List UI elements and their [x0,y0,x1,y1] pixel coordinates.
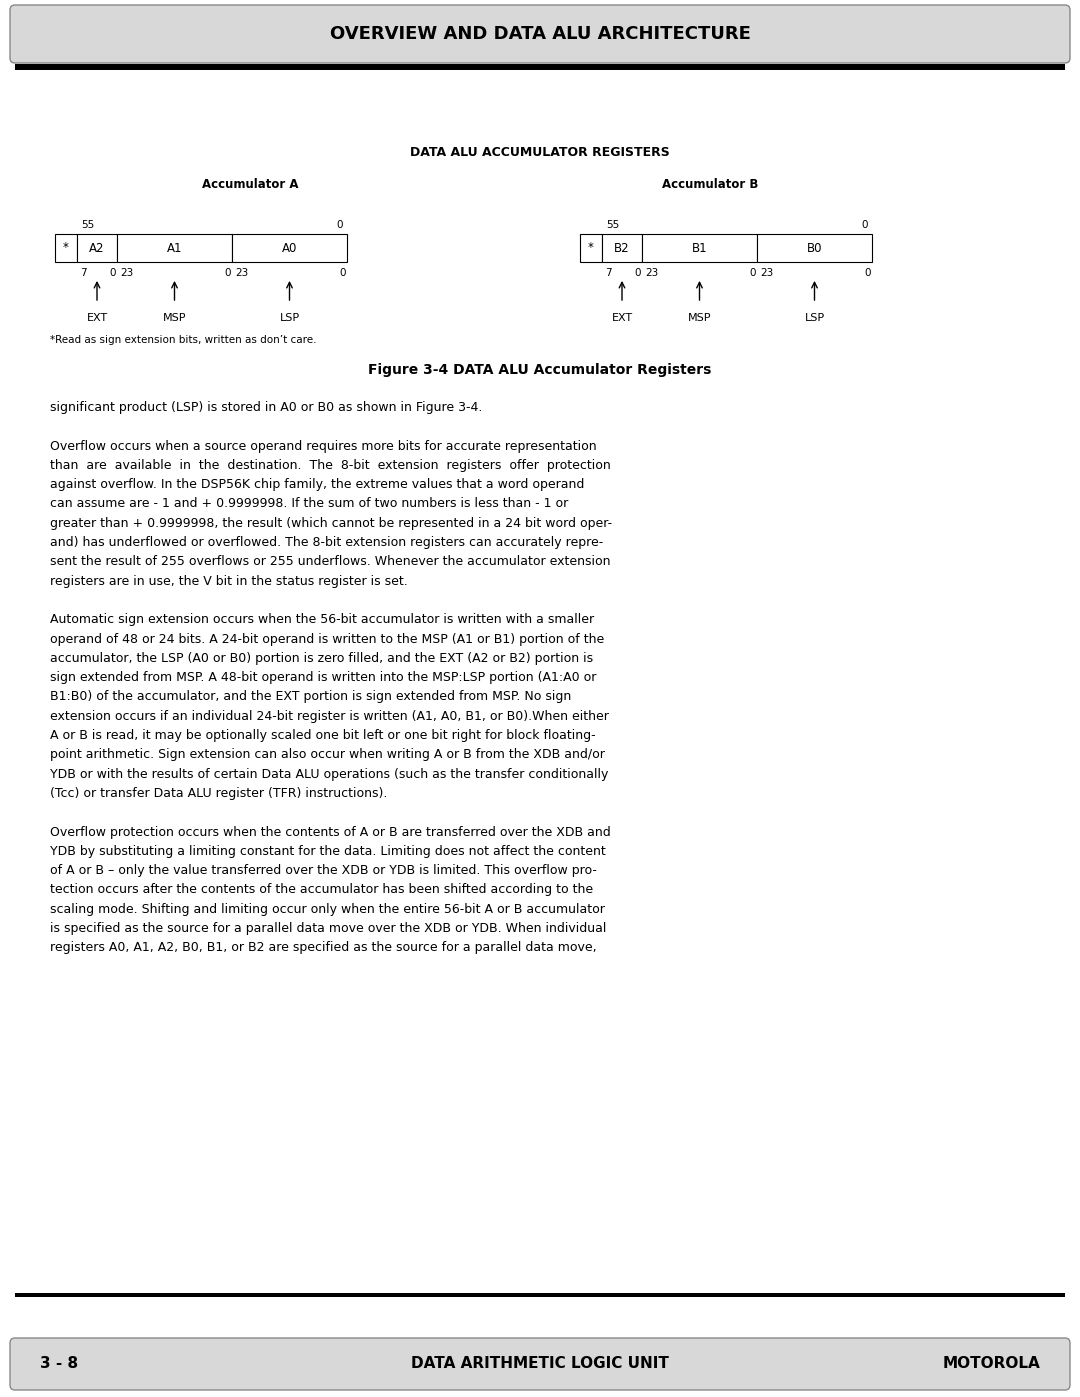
Bar [55,235,77,263]
Text: 0: 0 [339,268,346,278]
Text: registers A0, A1, A2, B0, B1, or B2 are specified as the source for a parallel d: registers A0, A1, A2, B0, B1, or B2 are … [50,942,596,954]
Text: sent the result of 255 overflows or 255 underflows. Whenever the accumulator ext: sent the result of 255 overflows or 255 … [50,556,610,569]
Bar [580,235,602,263]
Text: 0: 0 [225,268,231,278]
Text: *Read as sign extension bits, written as don’t care.: *Read as sign extension bits, written as… [50,335,316,345]
Text: YDB by substituting a limiting constant for the data. Limiting does not affect t: YDB by substituting a limiting constant … [50,845,606,858]
Text: A0: A0 [282,242,297,254]
Text: operand of 48 or 24 bits. A 24-bit operand is written to the MSP (A1 or B1) port: operand of 48 or 24 bits. A 24-bit opera… [50,633,604,645]
Text: B2: B2 [615,242,630,254]
Text: 0: 0 [109,268,116,278]
Text: sign extended from MSP. A 48-bit operand is written into the MSP:LSP portion (A1: sign extended from MSP. A 48-bit operand… [50,671,596,685]
Text: (Tcc) or transfer Data ALU register (TFR) instructions).: (Tcc) or transfer Data ALU register (TFR… [50,787,388,800]
Text: point arithmetic. Sign extension can also occur when writing A or B from the XDB: point arithmetic. Sign extension can als… [50,749,605,761]
Text: *: * [63,242,69,254]
Text: MSP: MSP [688,313,712,323]
Text: 7: 7 [605,268,611,278]
Text: 23: 23 [760,268,773,278]
Text: YDB or with the results of certain Data ALU operations (such as the transfer con: YDB or with the results of certain Data … [50,768,608,781]
Text: B0: B0 [807,242,822,254]
Text: 55: 55 [81,219,94,231]
Text: can assume are - 1 and + 0.9999998. If the sum of two numbers is less than - 1 o: can assume are - 1 and + 0.9999998. If t… [50,497,568,510]
Text: DATA ARITHMETIC LOGIC UNIT: DATA ARITHMETIC LOGIC UNIT [411,1356,669,1372]
Text: registers are in use, the V bit in the status register is set.: registers are in use, the V bit in the s… [50,574,408,588]
Bar [15,64,1065,70]
Text: Figure 3-4 DATA ALU Accumulator Registers: Figure 3-4 DATA ALU Accumulator Register… [368,363,712,377]
Text: accumulator, the LSP (A0 or B0) portion is zero filled, and the EXT (A2 or B2) p: accumulator, the LSP (A0 or B0) portion … [50,652,593,665]
Text: Automatic sign extension occurs when the 56-bit accumulator is written with a sm: Automatic sign extension occurs when the… [50,613,594,626]
Text: of A or B – only the value transferred over the XDB or YDB is limited. This over: of A or B – only the value transferred o… [50,865,597,877]
Text: significant product (LSP) is stored in A0 or B0 as shown in Figure 3-4.: significant product (LSP) is stored in A… [50,401,483,414]
Bar [77,235,117,263]
Text: EXT: EXT [86,313,108,323]
Text: LSP: LSP [280,313,299,323]
FancyBboxPatch shape [10,6,1070,63]
Text: tection occurs after the contents of the accumulator has been shifted according : tection occurs after the contents of the… [50,883,593,897]
Text: 55: 55 [606,219,619,231]
Text: LSP: LSP [805,313,824,323]
Text: MOTOROLA: MOTOROLA [942,1356,1040,1372]
Text: A1: A1 [166,242,183,254]
Bar [602,235,642,263]
Text: MSP: MSP [163,313,186,323]
Text: DATA ALU ACCUMULATOR REGISTERS: DATA ALU ACCUMULATOR REGISTERS [410,145,670,158]
Text: *: * [589,242,594,254]
Text: Accumulator A: Accumulator A [202,177,298,190]
Text: Overflow occurs when a source operand requires more bits for accurate representa: Overflow occurs when a source operand re… [50,440,596,453]
Text: A2: A2 [90,242,105,254]
Text: 0: 0 [337,219,343,231]
Text: 0: 0 [862,219,868,231]
FancyBboxPatch shape [10,1338,1070,1390]
Text: 0: 0 [635,268,642,278]
Text: A or B is read, it may be optionally scaled one bit left or one bit right for bl: A or B is read, it may be optionally sca… [50,729,596,742]
Text: than  are  available  in  the  destination.  The  8-bit  extension  registers  o: than are available in the destination. T… [50,458,611,472]
Text: B1:B0) of the accumulator, and the EXT portion is sign extended from MSP. No sig: B1:B0) of the accumulator, and the EXT p… [50,690,571,704]
Text: EXT: EXT [611,313,633,323]
Bar [642,235,757,263]
Bar [232,235,347,263]
Text: Overflow protection occurs when the contents of A or B are transferred over the : Overflow protection occurs when the cont… [50,826,611,838]
Text: and) has underflowed or overflowed. The 8-bit extension registers can accurately: and) has underflowed or overflowed. The … [50,536,604,549]
Text: scaling mode. Shifting and limiting occur only when the entire 56-bit A or B acc: scaling mode. Shifting and limiting occu… [50,902,605,916]
Bar [757,235,872,263]
Text: greater than + 0.9999998, the result (which cannot be represented in a 24 bit wo: greater than + 0.9999998, the result (wh… [50,517,612,529]
Text: 23: 23 [235,268,248,278]
Bar [117,235,232,263]
Bar [15,1294,1065,1296]
Text: OVERVIEW AND DATA ALU ARCHITECTURE: OVERVIEW AND DATA ALU ARCHITECTURE [329,25,751,43]
Text: 23: 23 [645,268,658,278]
Text: B1: B1 [691,242,707,254]
Text: 0: 0 [750,268,756,278]
Text: 23: 23 [120,268,133,278]
Text: against overflow. In the DSP56K chip family, the extreme values that a word oper: against overflow. In the DSP56K chip fam… [50,478,584,492]
Text: 3 - 8: 3 - 8 [40,1356,78,1372]
Text: 7: 7 [80,268,86,278]
Text: 0: 0 [864,268,870,278]
Text: Accumulator B: Accumulator B [662,177,758,190]
Text: extension occurs if an individual 24-bit register is written (A1, A0, B1, or B0): extension occurs if an individual 24-bit… [50,710,609,722]
Text: is specified as the source for a parallel data move over the XDB or YDB. When in: is specified as the source for a paralle… [50,922,606,935]
